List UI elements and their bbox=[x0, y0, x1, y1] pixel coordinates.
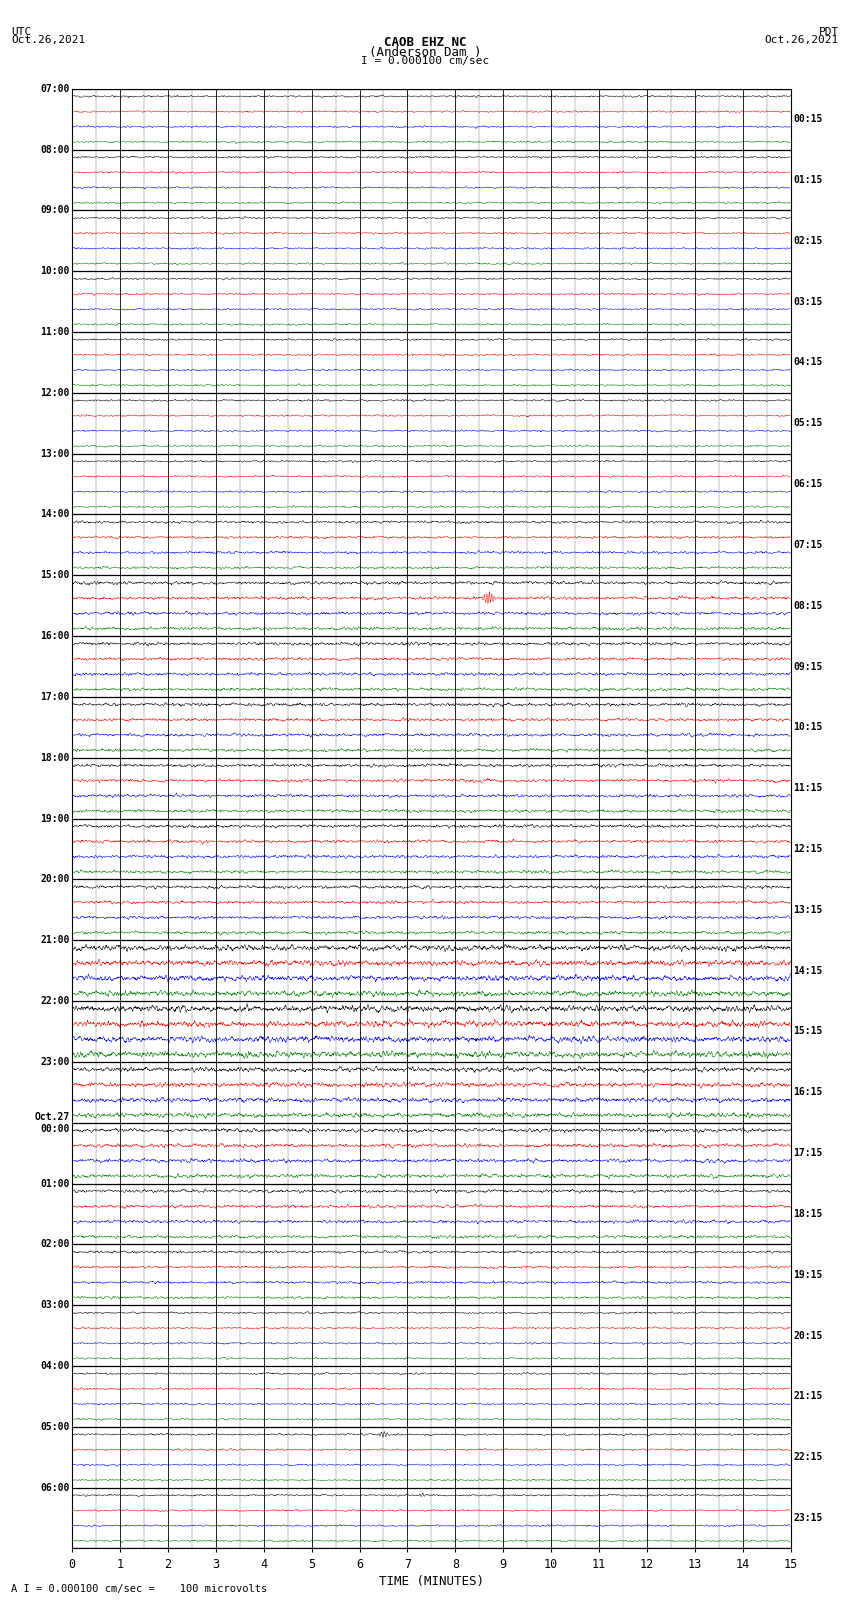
Text: 06:15: 06:15 bbox=[793, 479, 823, 489]
Text: 12:00: 12:00 bbox=[40, 387, 70, 398]
Text: 23:15: 23:15 bbox=[793, 1513, 823, 1523]
Text: 10:00: 10:00 bbox=[40, 266, 70, 276]
Text: (Anderson Dam ): (Anderson Dam ) bbox=[369, 45, 481, 60]
Text: 09:00: 09:00 bbox=[40, 205, 70, 216]
Text: PDT: PDT bbox=[819, 27, 839, 37]
Text: 10:15: 10:15 bbox=[793, 723, 823, 732]
Text: 01:00: 01:00 bbox=[40, 1179, 70, 1189]
Text: 03:15: 03:15 bbox=[793, 297, 823, 306]
Text: 00:15: 00:15 bbox=[793, 115, 823, 124]
Text: 23:00: 23:00 bbox=[40, 1057, 70, 1066]
Text: I = 0.000100 cm/sec: I = 0.000100 cm/sec bbox=[361, 56, 489, 66]
Text: 03:00: 03:00 bbox=[40, 1300, 70, 1310]
Text: 08:00: 08:00 bbox=[40, 145, 70, 155]
Text: 11:00: 11:00 bbox=[40, 327, 70, 337]
Text: 17:00: 17:00 bbox=[40, 692, 70, 702]
Text: 01:15: 01:15 bbox=[793, 174, 823, 185]
Text: 06:00: 06:00 bbox=[40, 1482, 70, 1492]
Text: 14:15: 14:15 bbox=[793, 966, 823, 976]
Text: 13:15: 13:15 bbox=[793, 905, 823, 915]
Text: 09:15: 09:15 bbox=[793, 661, 823, 671]
Text: 17:15: 17:15 bbox=[793, 1148, 823, 1158]
Text: 16:00: 16:00 bbox=[40, 631, 70, 640]
Text: A I = 0.000100 cm/sec =    100 microvolts: A I = 0.000100 cm/sec = 100 microvolts bbox=[11, 1584, 267, 1594]
Text: Oct.26,2021: Oct.26,2021 bbox=[11, 35, 85, 45]
Text: 08:15: 08:15 bbox=[793, 600, 823, 611]
Text: 02:15: 02:15 bbox=[793, 235, 823, 245]
Text: 13:00: 13:00 bbox=[40, 448, 70, 458]
Text: 14:00: 14:00 bbox=[40, 510, 70, 519]
X-axis label: TIME (MINUTES): TIME (MINUTES) bbox=[379, 1574, 484, 1587]
Text: 21:00: 21:00 bbox=[40, 936, 70, 945]
Text: 05:15: 05:15 bbox=[793, 418, 823, 427]
Text: Oct.27
00:00: Oct.27 00:00 bbox=[34, 1111, 70, 1134]
Text: 15:00: 15:00 bbox=[40, 571, 70, 581]
Text: 02:00: 02:00 bbox=[40, 1239, 70, 1250]
Text: 11:15: 11:15 bbox=[793, 784, 823, 794]
Text: 18:15: 18:15 bbox=[793, 1210, 823, 1219]
Text: 07:15: 07:15 bbox=[793, 540, 823, 550]
Text: 16:15: 16:15 bbox=[793, 1087, 823, 1097]
Text: 21:15: 21:15 bbox=[793, 1392, 823, 1402]
Text: 22:00: 22:00 bbox=[40, 997, 70, 1007]
Text: 20:15: 20:15 bbox=[793, 1331, 823, 1340]
Text: 19:15: 19:15 bbox=[793, 1269, 823, 1279]
Text: 22:15: 22:15 bbox=[793, 1452, 823, 1463]
Text: 12:15: 12:15 bbox=[793, 844, 823, 853]
Text: 19:00: 19:00 bbox=[40, 813, 70, 824]
Text: 15:15: 15:15 bbox=[793, 1026, 823, 1037]
Text: 05:00: 05:00 bbox=[40, 1421, 70, 1432]
Text: UTC: UTC bbox=[11, 27, 31, 37]
Text: 07:00: 07:00 bbox=[40, 84, 70, 94]
Text: 04:00: 04:00 bbox=[40, 1361, 70, 1371]
Text: CAOB EHZ NC: CAOB EHZ NC bbox=[383, 37, 467, 50]
Text: Oct.26,2021: Oct.26,2021 bbox=[765, 35, 839, 45]
Text: 20:00: 20:00 bbox=[40, 874, 70, 884]
Text: 18:00: 18:00 bbox=[40, 753, 70, 763]
Text: 04:15: 04:15 bbox=[793, 358, 823, 368]
